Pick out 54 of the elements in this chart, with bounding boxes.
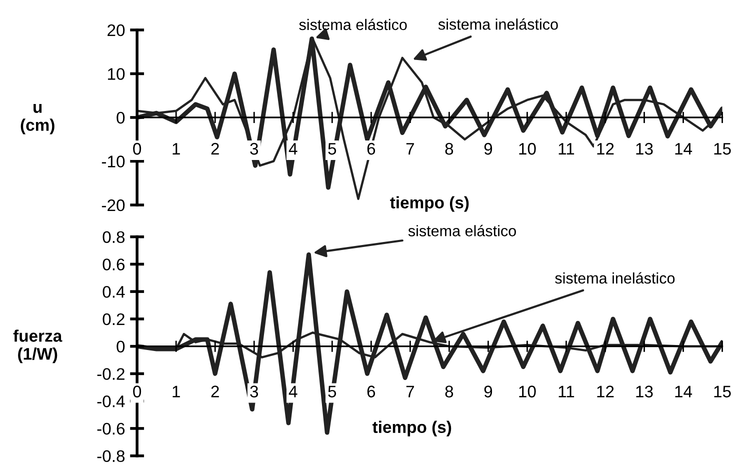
- x-tick-label: 14: [675, 143, 692, 155]
- x-axis-title: tiempo (s): [372, 420, 452, 436]
- y-tick-label: -0.8: [97, 450, 125, 462]
- y-tick-label: -20: [102, 199, 125, 212]
- x-tick-label: 6: [367, 142, 376, 155]
- x-tick-label: 2: [211, 386, 219, 398]
- x-tick-label: 10: [519, 386, 536, 398]
- x-tick-label: 3: [250, 142, 258, 155]
- x-tick-label: 14: [675, 386, 692, 398]
- y-tick-label: 0: [116, 340, 125, 353]
- x-tick-label: 5: [328, 143, 336, 155]
- y-tick-label: 0.6: [102, 258, 125, 270]
- x-tick-label: 1: [172, 386, 180, 398]
- y-tick-label: 0.8: [102, 231, 125, 244]
- x-tick-label: 7: [406, 143, 414, 155]
- x-tick-label: 7: [406, 386, 414, 398]
- x-axis-title: tiempo (s): [390, 196, 469, 212]
- x-tick-label: 6: [367, 386, 376, 398]
- x-tick-label: 4: [288, 143, 298, 155]
- y-tick-label: 0.2: [102, 313, 124, 326]
- x-tick-label: 8: [445, 386, 454, 398]
- x-tick-label: 12: [597, 142, 614, 155]
- x-tick-label: 13: [636, 142, 653, 155]
- annotation: sistema elástico: [408, 224, 516, 236]
- annotation: sistema inelástico: [555, 272, 675, 284]
- x-tick-label: 15: [714, 386, 731, 398]
- x-tick-label: 11: [558, 143, 574, 155]
- y-tick-label: -0.6: [97, 422, 125, 435]
- x-tick-label: 12: [597, 386, 614, 398]
- x-tick-label: 5: [328, 386, 336, 398]
- x-tick-label: 2: [211, 142, 219, 155]
- x-tick-label: 3: [250, 386, 258, 398]
- x-tick-label: 1: [172, 143, 180, 155]
- y-tick-label: -10: [102, 156, 125, 168]
- x-tick-label: 0: [133, 386, 142, 398]
- x-tick-label: 8: [445, 142, 454, 155]
- y-tick-label: -0.4: [97, 395, 125, 408]
- x-tick-label: 0: [133, 142, 142, 155]
- y-tick-label: 0.4: [102, 286, 125, 298]
- x-tick-label: 13: [636, 386, 653, 398]
- x-tick-label: 15: [714, 143, 731, 155]
- y-axis-title: fuerza (1/W): [13, 330, 62, 364]
- annotation: sistema elástico: [299, 18, 407, 30]
- x-tick-label: 11: [558, 386, 574, 398]
- x-tick-label: 9: [484, 142, 492, 155]
- annotation: sistema inelástico: [438, 18, 558, 30]
- x-tick-label: 10: [519, 142, 536, 155]
- x-tick-label: 4: [288, 386, 298, 398]
- y-tick-label: -0.2: [97, 368, 124, 380]
- y-tick-label: 0: [116, 112, 125, 124]
- y-tick-label: 10: [108, 68, 125, 80]
- y-tick-label: 20: [108, 24, 125, 36]
- y-axis-title: u (cm): [20, 104, 54, 134]
- x-tick-label: 9: [484, 386, 492, 398]
